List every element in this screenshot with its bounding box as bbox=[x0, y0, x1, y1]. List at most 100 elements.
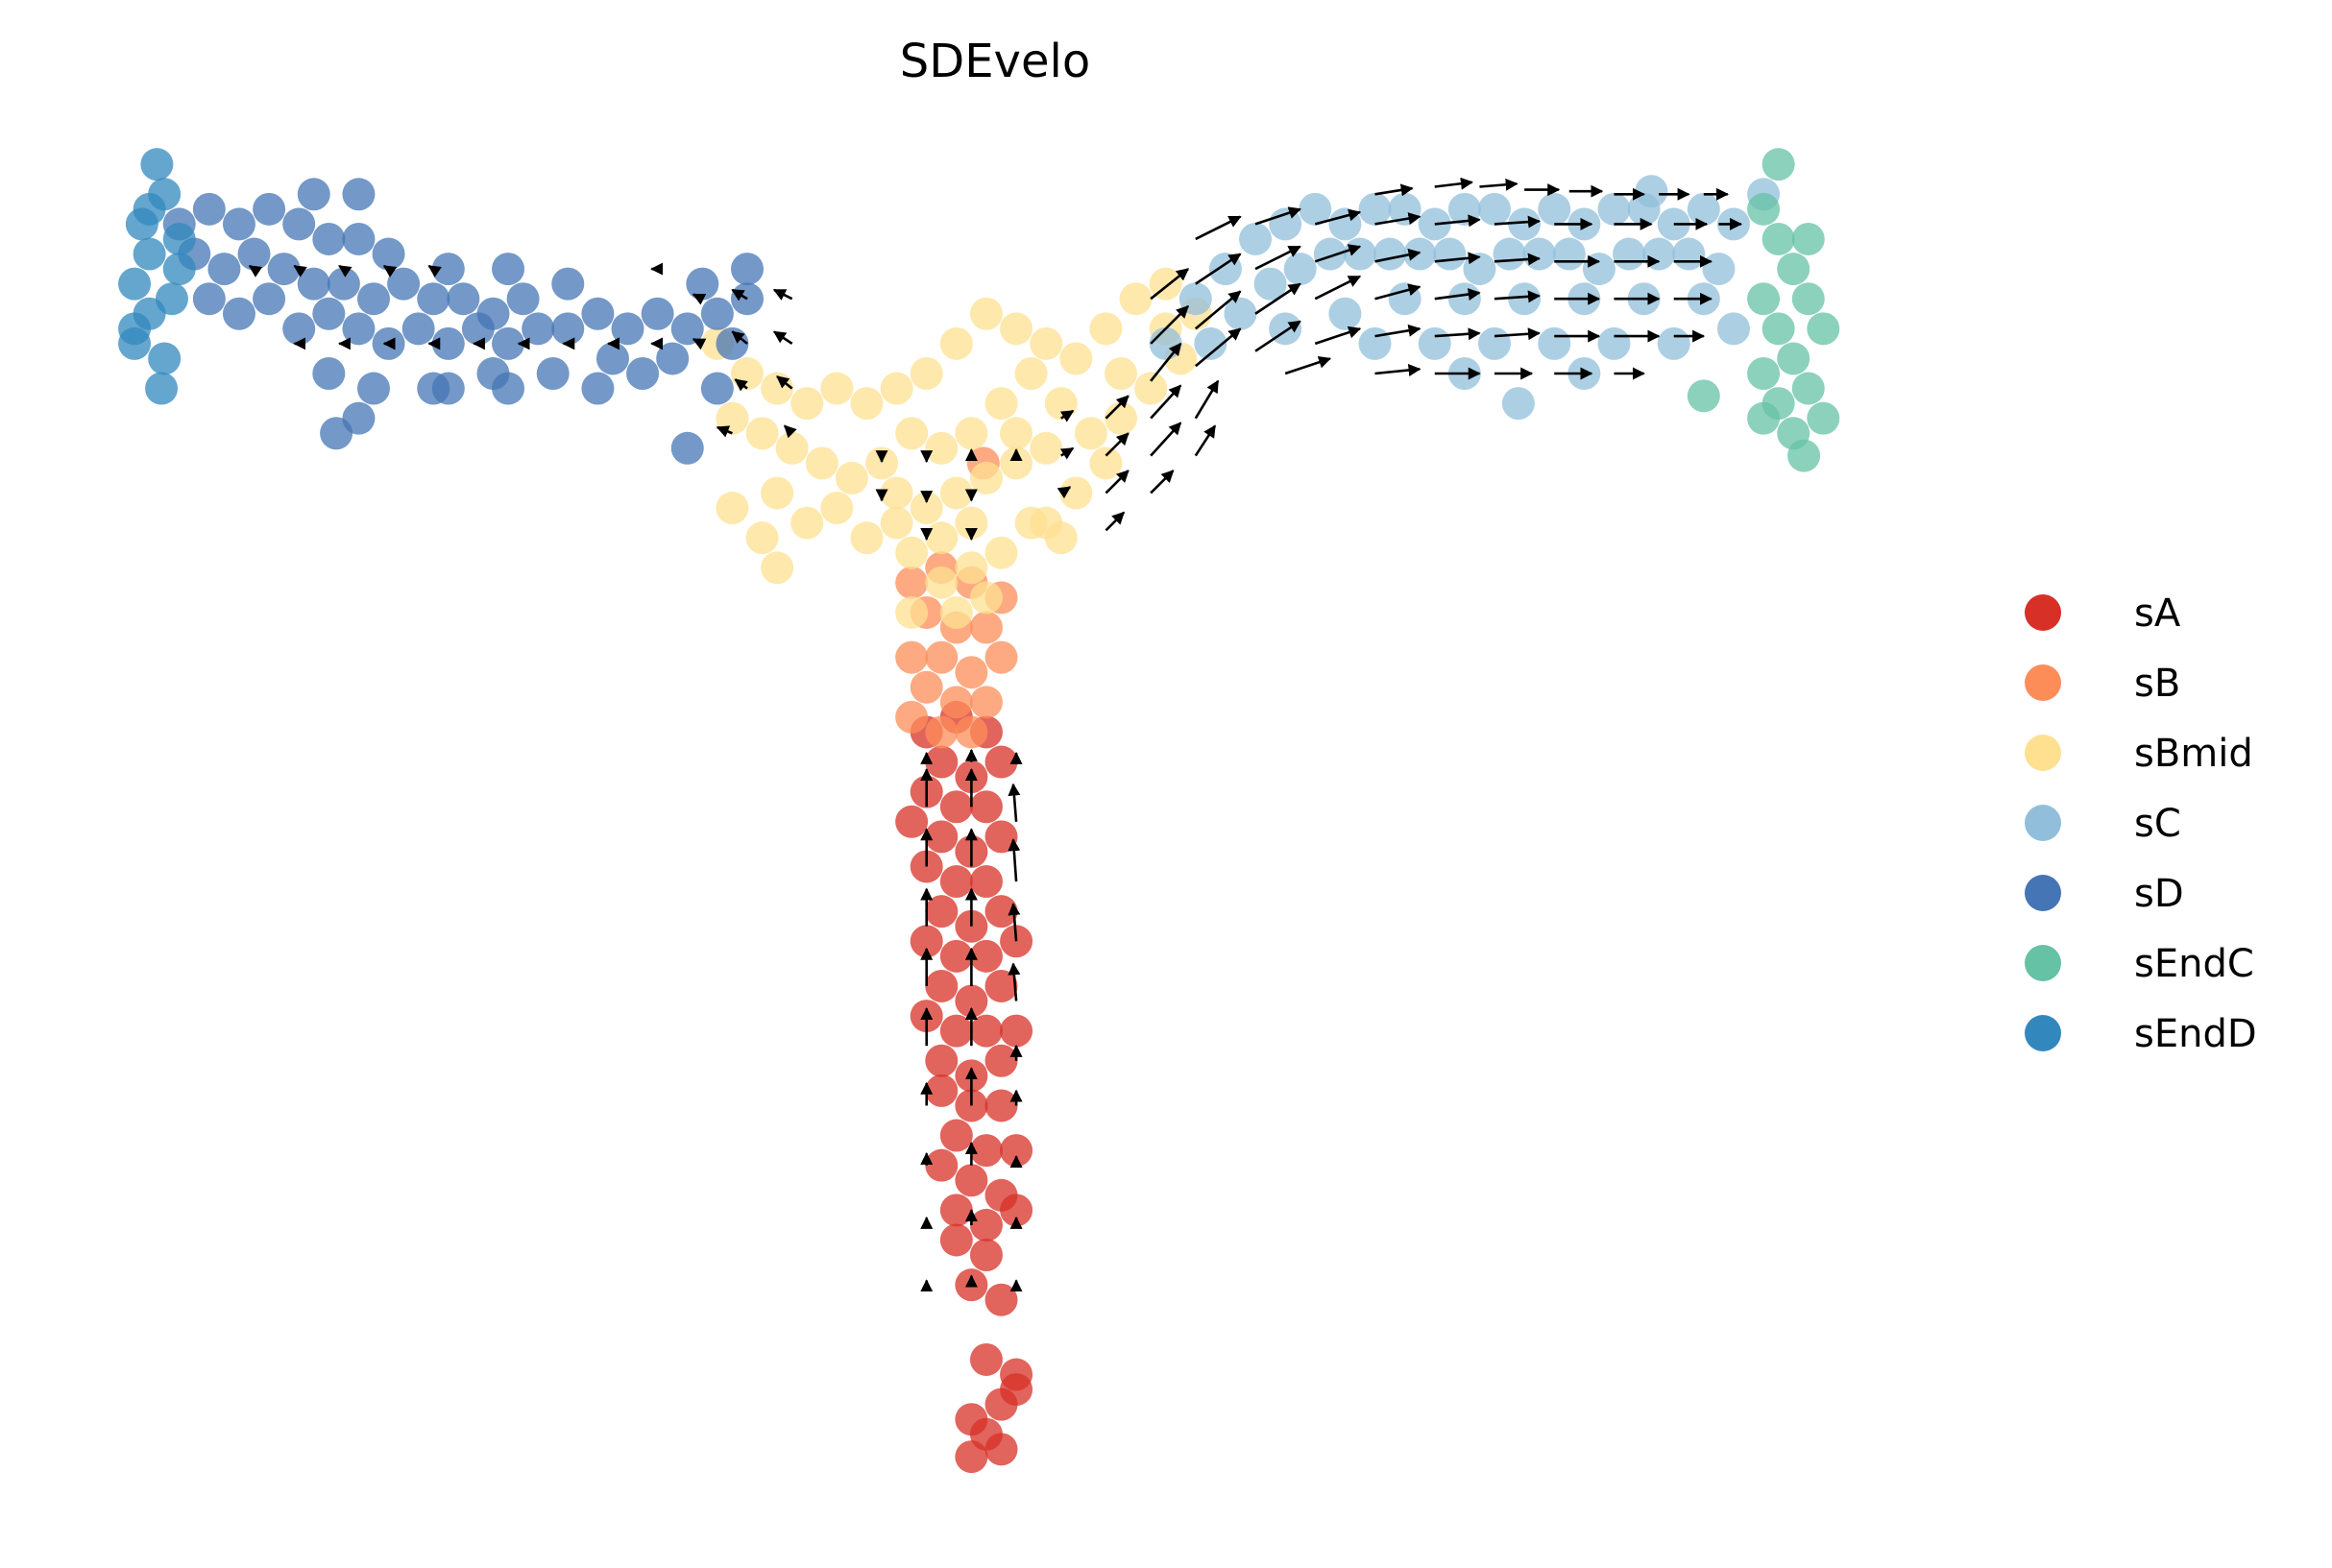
data-point-sD bbox=[551, 267, 585, 301]
data-point-sD bbox=[431, 326, 465, 360]
data-point-sA bbox=[955, 984, 988, 1018]
data-point-sD bbox=[342, 222, 376, 255]
data-point-sA bbox=[910, 925, 943, 958]
data-point-sBmid bbox=[761, 551, 794, 585]
velocity-arrow bbox=[1374, 248, 1421, 263]
velocity-arrow bbox=[1434, 327, 1481, 341]
legend-item-sEndD: sEndD bbox=[2025, 1012, 2257, 1056]
velocity-arrow bbox=[1057, 486, 1072, 499]
data-point-sC bbox=[1194, 326, 1227, 360]
data-point-sD bbox=[327, 267, 360, 301]
velocity-arrow bbox=[783, 424, 797, 439]
data-point-sD bbox=[595, 342, 629, 375]
data-point-sA bbox=[939, 790, 973, 824]
data-point-sD bbox=[492, 372, 525, 405]
velocity-arrow bbox=[1434, 252, 1481, 265]
velocity-arrow bbox=[1254, 282, 1301, 315]
data-point-sC bbox=[1657, 326, 1690, 360]
data-point-sD bbox=[357, 372, 390, 405]
velocity-arrow bbox=[1194, 290, 1242, 330]
data-point-sBmid bbox=[1105, 357, 1137, 390]
data-point-sBmid bbox=[880, 506, 913, 540]
data-point-sBmid bbox=[880, 372, 913, 405]
series-sBmid bbox=[700, 267, 1212, 629]
data-point-sA bbox=[939, 1014, 973, 1048]
data-point-sBmid bbox=[925, 431, 959, 465]
data-point-sC bbox=[1328, 297, 1362, 330]
data-point-sEndC bbox=[1791, 222, 1825, 255]
data-point-sEndD bbox=[148, 342, 182, 375]
data-point-sD bbox=[342, 312, 376, 346]
data-point-sBmid bbox=[731, 357, 764, 390]
data-point-sB bbox=[925, 640, 959, 674]
data-point-sA bbox=[925, 745, 959, 779]
data-point-sD bbox=[282, 312, 316, 346]
data-point-sC bbox=[1552, 237, 1586, 271]
velocity-arrow bbox=[293, 264, 307, 277]
legend-item-sB: sB bbox=[2025, 662, 2180, 706]
data-point-sC bbox=[1433, 237, 1467, 271]
velocity-arrow bbox=[1105, 395, 1130, 420]
velocity-arrow bbox=[1008, 962, 1021, 1001]
data-point-sC bbox=[1418, 326, 1451, 360]
velocity-arrow bbox=[1434, 177, 1473, 190]
legend-label: sC bbox=[2134, 802, 2181, 846]
data-point-sEndC bbox=[1687, 379, 1720, 413]
velocity-arrow bbox=[1195, 215, 1242, 241]
data-point-sBmid bbox=[880, 476, 913, 510]
legend-marker bbox=[2025, 875, 2061, 911]
data-point-sBmid bbox=[969, 461, 1003, 495]
velocity-arrow bbox=[1434, 288, 1481, 301]
data-point-sBmid bbox=[1044, 387, 1078, 421]
data-point-sD bbox=[297, 178, 330, 211]
data-point-sBmid bbox=[1105, 401, 1137, 435]
chart-title: SDEvelo bbox=[900, 35, 1090, 88]
legend-marker bbox=[2025, 664, 2061, 701]
data-point-sA bbox=[955, 1164, 988, 1197]
velocity-arrow bbox=[427, 264, 442, 277]
data-point-sC bbox=[1635, 175, 1668, 208]
data-point-sD bbox=[670, 431, 704, 465]
series-sC bbox=[1149, 175, 1781, 421]
data-point-sD bbox=[253, 282, 286, 316]
data-point-sBmid bbox=[910, 357, 943, 390]
data-point-sB bbox=[984, 640, 1018, 674]
data-point-sD bbox=[192, 192, 226, 226]
data-point-sB bbox=[895, 566, 929, 599]
data-point-sD bbox=[342, 401, 376, 435]
data-point-sB bbox=[910, 670, 943, 704]
velocity-arrow bbox=[692, 293, 707, 305]
data-point-sBmid bbox=[969, 297, 1003, 330]
data-point-sC bbox=[1478, 326, 1511, 360]
data-point-sB bbox=[955, 656, 988, 689]
data-point-sA bbox=[925, 1073, 959, 1107]
data-point-sD bbox=[492, 253, 525, 286]
data-point-sBmid bbox=[925, 566, 959, 599]
data-point-sC bbox=[1582, 253, 1615, 286]
data-point-sA bbox=[969, 939, 1003, 973]
data-point-sBmid bbox=[984, 387, 1018, 421]
data-point-sBmid bbox=[955, 506, 988, 540]
data-point-sC bbox=[1538, 326, 1571, 360]
data-point-sA bbox=[984, 745, 1018, 779]
data-point-sC bbox=[1538, 192, 1571, 226]
velocity-arrow bbox=[1494, 215, 1541, 229]
legend-item-sC: sC bbox=[2025, 802, 2181, 846]
data-point-sC bbox=[1253, 267, 1287, 301]
scatter-points bbox=[118, 148, 1840, 1474]
velocity-arrow bbox=[1494, 290, 1541, 303]
data-point-sBmid bbox=[1000, 417, 1033, 450]
data-point-sBmid bbox=[939, 476, 973, 510]
velocity-arrow bbox=[1314, 208, 1362, 226]
data-point-sBmid bbox=[939, 595, 973, 629]
data-point-sA bbox=[939, 939, 973, 973]
data-point-sC bbox=[1687, 192, 1720, 226]
data-point-sC bbox=[1501, 387, 1535, 421]
legend-item-sEndC: sEndC bbox=[2025, 942, 2254, 986]
data-point-sBmid bbox=[1030, 326, 1063, 360]
legend-marker bbox=[2025, 735, 2061, 771]
legend-label: sEndC bbox=[2134, 942, 2254, 986]
data-point-sC bbox=[1702, 253, 1736, 286]
data-point-sB bbox=[895, 640, 929, 674]
